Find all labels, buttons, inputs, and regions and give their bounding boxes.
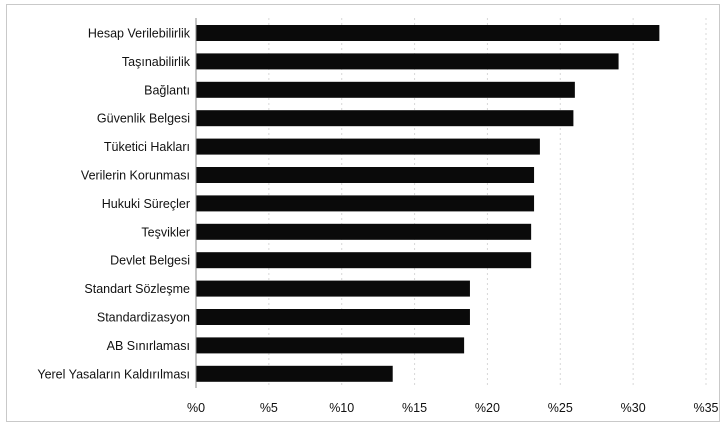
bar bbox=[196, 195, 535, 212]
category-label: Devlet Belgesi bbox=[110, 254, 190, 268]
category-labels: Hesap Verilebilirlik Taşınabilirlik Bağlan… bbox=[37, 27, 190, 382]
bar bbox=[196, 167, 535, 183]
category-label: AB Sınırlaması bbox=[107, 339, 190, 353]
category-label: Teşvikler bbox=[141, 225, 190, 239]
category-label: Yerel Yasaların Kaldırılması bbox=[37, 367, 190, 381]
category-label: Hukuki Süreçler bbox=[102, 197, 190, 211]
category-label: Bağlantı bbox=[144, 83, 190, 97]
category-label: Hesap Verilebilirlik bbox=[88, 27, 191, 41]
bar bbox=[196, 138, 540, 155]
x-tick-label: %35 bbox=[693, 401, 718, 415]
x-tick-label: %15 bbox=[402, 401, 427, 415]
category-label: Standardizasyon bbox=[97, 311, 190, 325]
x-tick-label: %0 bbox=[187, 401, 205, 415]
category-label: Verilerin Korunması bbox=[81, 169, 190, 183]
x-tick-label: %25 bbox=[548, 401, 573, 415]
bar bbox=[196, 365, 393, 382]
x-tick-labels: %0 %5 %10 %15 %20 %25 %30 %35 bbox=[187, 401, 719, 415]
bar bbox=[196, 309, 470, 325]
bars-layer bbox=[196, 25, 660, 382]
bar bbox=[196, 252, 532, 269]
bar bbox=[196, 223, 532, 240]
bar bbox=[196, 280, 470, 297]
bar bbox=[196, 81, 575, 98]
bar bbox=[196, 110, 574, 127]
bar bbox=[196, 53, 619, 70]
x-tick-label: %30 bbox=[621, 401, 646, 415]
x-tick-label: %5 bbox=[260, 401, 278, 415]
x-tick-label: %10 bbox=[329, 401, 354, 415]
x-tick-label: %20 bbox=[475, 401, 500, 415]
bar bbox=[196, 25, 660, 41]
category-label: Standart Sözleşme bbox=[84, 282, 190, 296]
bar bbox=[196, 337, 465, 354]
category-label: Taşınabilirlik bbox=[122, 55, 191, 69]
category-label: Tüketici Hakları bbox=[104, 140, 190, 154]
category-label: Güvenlik Belgesi bbox=[97, 112, 190, 126]
